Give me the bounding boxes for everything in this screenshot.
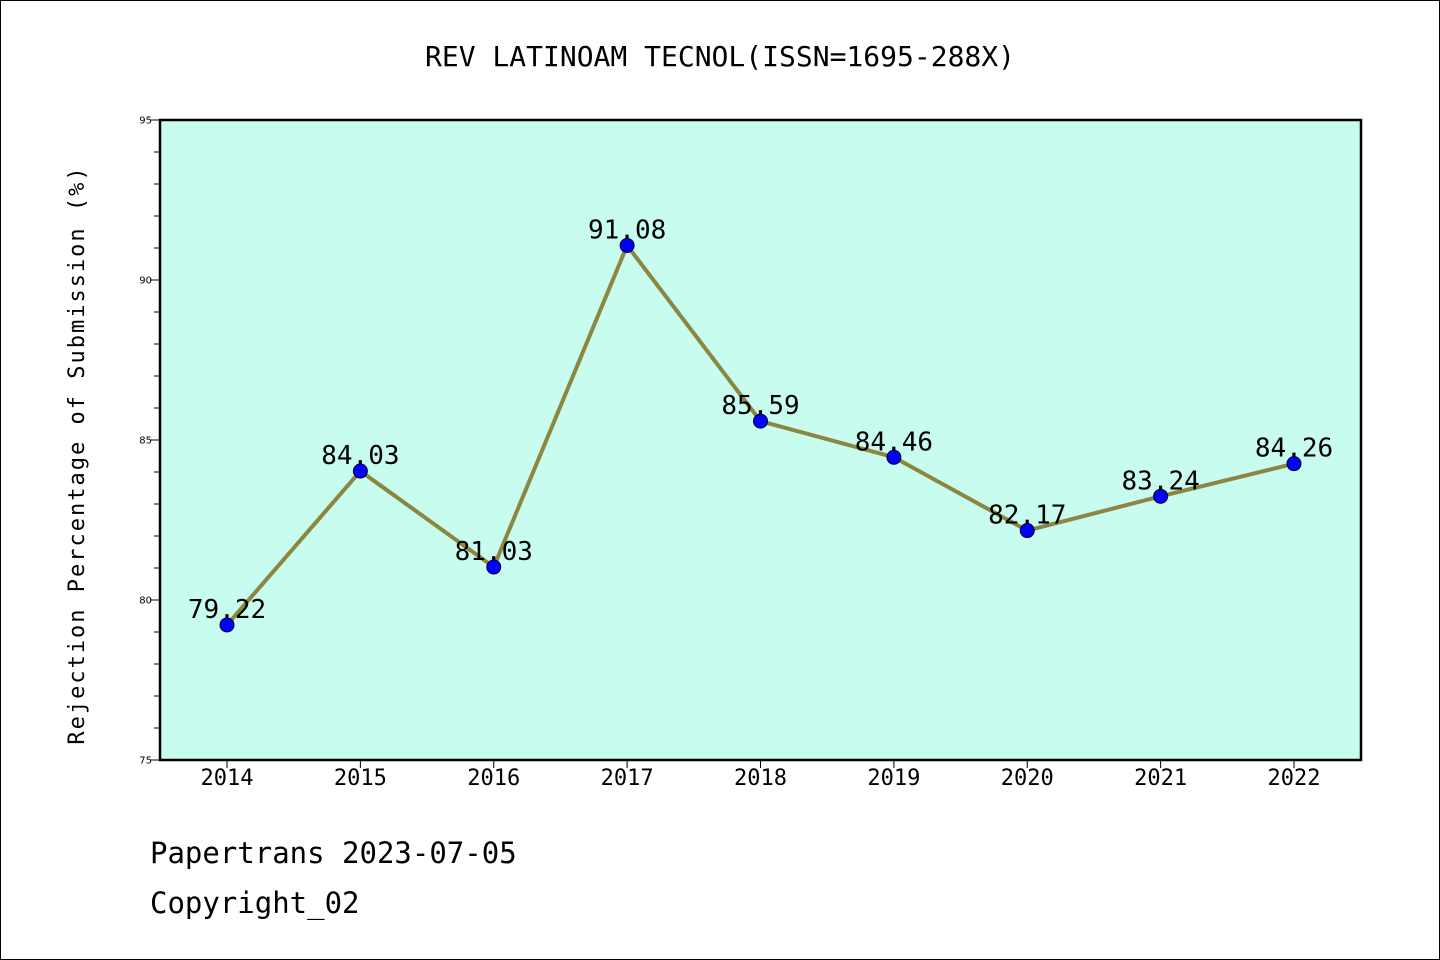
data-point-marker [1286, 456, 1302, 472]
data-label: 85.59 [721, 391, 799, 421]
y-tick-label: 75 [139, 756, 152, 767]
data-point-marker [486, 559, 502, 575]
x-tick-label: 2019 [867, 766, 920, 791]
x-tick-label: 2018 [734, 766, 787, 791]
x-tick-label: 2020 [1001, 766, 1054, 791]
footer-copyright-text: Copyright_02 [150, 886, 360, 920]
data-point-marker [619, 237, 635, 253]
data-point-marker [1153, 488, 1169, 504]
plot-area-group: 75 80 85 90 95 2014 2015 2016 2017 2018 2019 2020 20… [139, 116, 1363, 791]
y-tick-label: 80 [139, 596, 152, 607]
plot-border [158, 118, 1363, 762]
data-point-marker [753, 413, 768, 429]
chart-title: REV LATINOAM TECNOL(ISSN=1695-288X) [425, 40, 1015, 73]
data-label: 84.46 [855, 427, 933, 457]
data-label: 83.24 [1121, 466, 1199, 496]
x-tick-label: 2021 [1134, 766, 1187, 791]
x-tick-label: 2015 [334, 766, 387, 791]
data-label: 79.22 [188, 595, 266, 625]
data-label: 84.26 [1255, 434, 1333, 464]
data-label: 91.08 [588, 215, 666, 245]
data-point-marker [219, 617, 235, 633]
data-label: 84.03 [321, 441, 399, 471]
x-tick-label: 2022 [1268, 766, 1321, 791]
data-label: 81.03 [455, 537, 533, 567]
x-tick-label: 2017 [601, 766, 654, 791]
y-tick-label: 90 [139, 276, 152, 287]
data-label: 82.17 [988, 501, 1066, 531]
y-tick-label: 95 [139, 116, 152, 127]
data-point-marker [1019, 523, 1035, 539]
y-tick-label: 85 [139, 436, 152, 447]
x-tick-label: 2016 [467, 766, 520, 791]
plot-background [160, 120, 1361, 760]
footer-date-text: Papertrans 2023-07-05 [150, 836, 517, 870]
x-tick-label: 2014 [201, 766, 254, 791]
data-point-marker [352, 463, 368, 479]
y-axis-label: Rejection Percentage of Submission (%) [65, 165, 90, 744]
data-point-marker [886, 449, 902, 465]
